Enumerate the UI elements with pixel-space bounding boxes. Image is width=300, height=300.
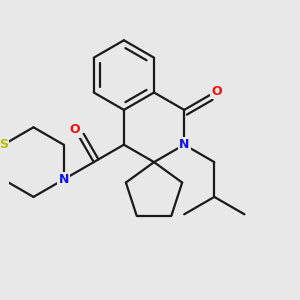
Text: O: O	[70, 123, 80, 136]
Text: O: O	[211, 85, 222, 98]
Text: N: N	[58, 173, 69, 186]
Text: S: S	[0, 138, 8, 151]
Text: N: N	[179, 138, 189, 151]
